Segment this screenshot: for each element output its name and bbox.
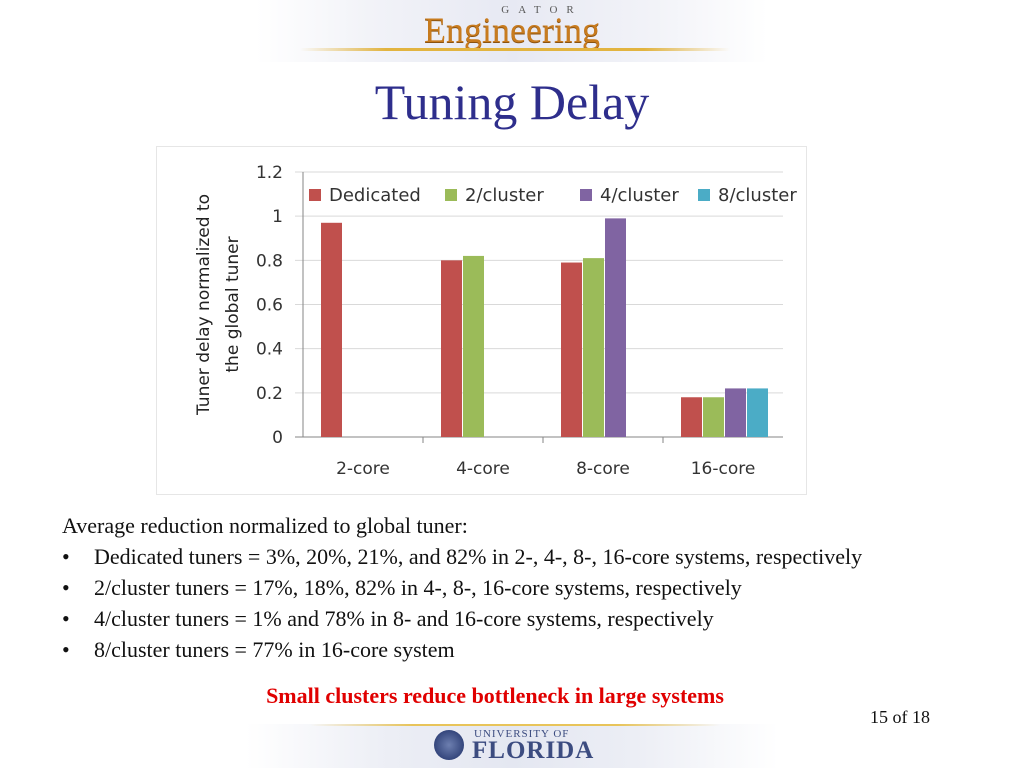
- bar-2-cluster: [583, 258, 604, 437]
- bar-8-cluster: [747, 388, 768, 437]
- legend-label: 2/cluster: [465, 185, 544, 206]
- y-tick-label: 0.8: [256, 251, 283, 271]
- summary-bullet: • 4/cluster tuners = 1% and 78% in 8- an…: [62, 603, 1012, 634]
- header-rule: [300, 48, 730, 51]
- slide-title: Tuning Delay: [374, 74, 650, 130]
- uf-seal-icon: [434, 730, 464, 760]
- bullet-text: 4/cluster tuners = 1% and 78% in 8- and …: [94, 606, 714, 631]
- chart-svg: 0 0.2 0.4 0.6 0.8 1 1.2 Tuner delay normalized …: [194, 163, 797, 479]
- x-tick-label: 8-core: [576, 459, 630, 479]
- legend-label: Dedicated: [329, 185, 421, 206]
- bullet-icon: •: [62, 637, 70, 662]
- footer-rule: [310, 724, 720, 726]
- y-axis-title: Tuner delay normalized to: [194, 194, 214, 416]
- bullet-text: Dedicated tuners = 3%, 20%, 21%, and 82%…: [94, 544, 863, 569]
- bar-2-cluster: [703, 397, 724, 437]
- logo-gator-text: GATOR: [501, 4, 583, 16]
- bullet-text: 8/cluster tuners = 77% in 16-core system: [94, 637, 455, 662]
- summary-intro: Average reduction normalized to global t…: [62, 513, 468, 538]
- legend-swatch: [309, 189, 321, 201]
- tuning-delay-chart: 0 0.2 0.4 0.6 0.8 1 1.2 Tuner delay normalized …: [156, 146, 807, 495]
- y-axis-title: the global tuner: [223, 236, 243, 372]
- bar-dedicated: [321, 222, 342, 437]
- bar-dedicated: [681, 397, 702, 437]
- header-band: [0, 0, 1024, 62]
- bar-dedicated: [561, 262, 582, 437]
- legend-swatch: [580, 189, 592, 201]
- bar-4-cluster: [725, 388, 746, 437]
- bullet-icon: •: [62, 606, 70, 631]
- summary-bullet: • 8/cluster tuners = 77% in 16-core syst…: [62, 634, 1012, 665]
- y-tick-label: 1.2: [256, 163, 283, 183]
- bar-dedicated: [441, 260, 462, 437]
- logo-florida-text: FLORIDA: [472, 737, 595, 764]
- conclusion-text: Small clusters reduce bottleneck in larg…: [266, 683, 724, 708]
- bullet-icon: •: [62, 544, 70, 569]
- engineering-logo: GATOR Engineering: [0, 4, 1024, 48]
- bullet-text: 2/cluster tuners = 17%, 18%, 82% in 4-, …: [94, 575, 742, 600]
- y-tick-label: 1: [272, 207, 283, 227]
- bullet-icon: •: [62, 575, 70, 600]
- y-tick-label: 0.4: [256, 340, 283, 360]
- x-tick-label: 2-core: [336, 459, 390, 479]
- summary-block: Average reduction normalized to global t…: [62, 510, 1012, 665]
- y-tick-label: 0.2: [256, 384, 283, 404]
- y-tick-label: 0.6: [256, 296, 283, 316]
- logo-university-of-text: UNIVERSITY OF: [474, 728, 570, 740]
- footer-band: [0, 724, 1024, 768]
- summary-bullet: • 2/cluster tuners = 17%, 18%, 82% in 4-…: [62, 572, 1012, 603]
- page-number: 15 of 18: [870, 707, 930, 727]
- bar-2-cluster: [463, 255, 484, 437]
- x-tick-label: 4-core: [456, 459, 510, 479]
- x-tick-label: 16-core: [691, 459, 756, 479]
- legend-swatch: [445, 189, 457, 201]
- university-of-florida-logo: UNIVERSITY OF FLORIDA: [434, 728, 594, 766]
- summary-bullet: • Dedicated tuners = 3%, 20%, 21%, and 8…: [62, 541, 1012, 572]
- legend-label: 4/cluster: [600, 185, 679, 206]
- bar-4-cluster: [605, 218, 626, 437]
- logo-engineering-text: Engineering: [424, 10, 600, 50]
- legend-label: 8/cluster: [718, 185, 797, 206]
- legend-swatch: [698, 189, 710, 201]
- y-tick-label: 0: [272, 428, 283, 448]
